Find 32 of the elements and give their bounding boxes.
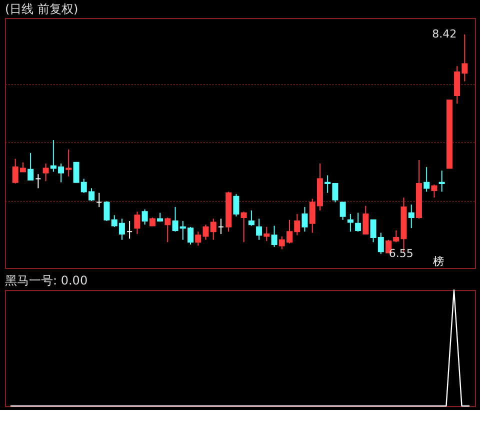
candlestick [438,170,445,192]
candlestick [264,226,270,242]
candlestick [233,194,240,217]
chart-title: (日线 前复权) [5,2,78,16]
candlestick [218,218,224,234]
candlestick [164,217,171,243]
candlestick [340,202,346,220]
candlestick [142,208,148,226]
candlestick [42,163,49,182]
candlestick [240,211,247,243]
annotation: 6.55 [388,246,414,260]
candlestick [210,218,216,240]
candlestick [248,210,254,226]
candlestick [96,192,102,208]
candlestick [302,206,308,232]
candlestick [408,204,414,229]
candlestick [66,148,72,177]
candlestick [424,166,430,192]
annotation: 榜 [433,255,444,268]
candlestick [35,174,42,189]
candlestick [431,184,438,198]
annotation: 8.42 [432,27,457,40]
candlestick [104,200,110,222]
candlestick [28,152,34,180]
candlestick [347,214,354,232]
candlestick [362,205,369,234]
candlestick [134,211,140,234]
candlestick [271,225,278,248]
chart-title: 黑马一号: 0.00 [5,273,88,288]
candlestick [256,218,262,240]
candlestick [355,212,362,232]
candlestick [126,220,133,240]
